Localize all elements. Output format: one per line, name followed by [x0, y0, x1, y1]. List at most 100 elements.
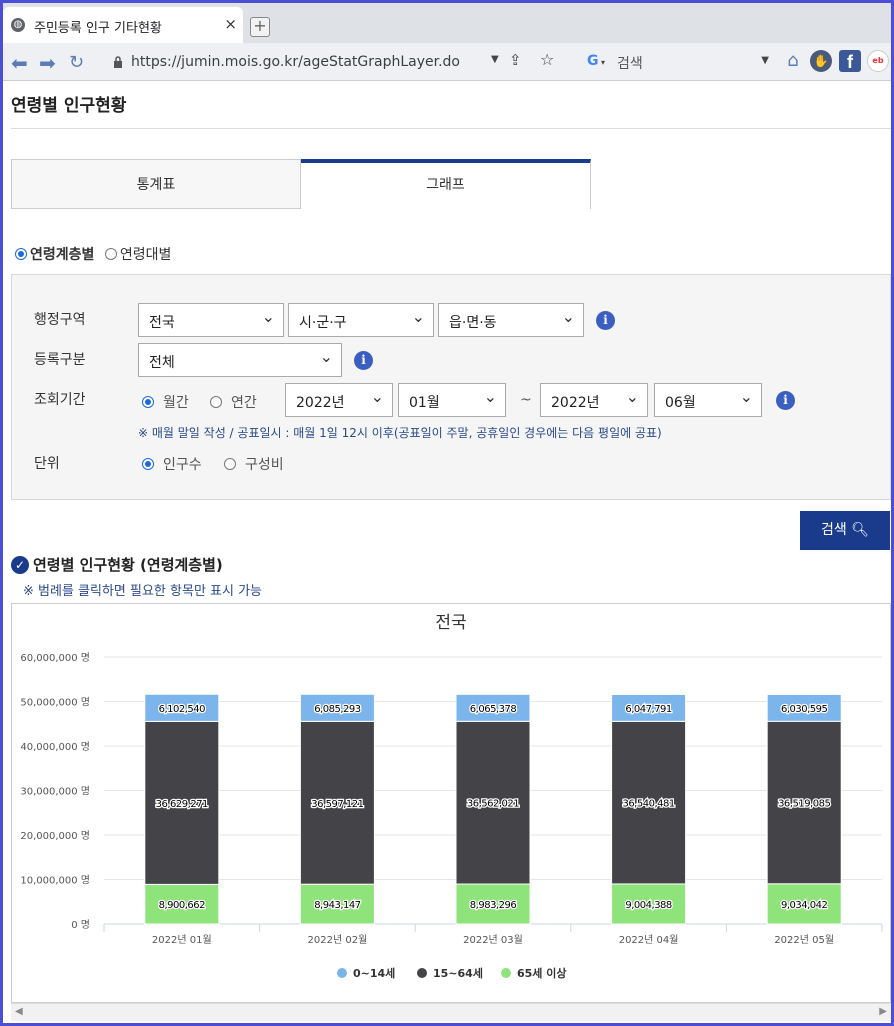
- region-sigungu-select[interactable]: 시·군·구: [288, 303, 434, 337]
- bar-segment: [144, 693, 220, 722]
- bookmark-star-icon[interactable]: ☆: [540, 50, 555, 69]
- x-tick-label: 2022년 04월: [619, 934, 679, 946]
- engine-dropdown-icon[interactable]: ▾: [601, 58, 606, 67]
- info-icon[interactable]: i: [776, 391, 795, 410]
- unit-ratio-option[interactable]: 구성비: [224, 454, 284, 474]
- data-label: 6,102,540: [159, 704, 206, 715]
- browser-window: ◍ 주민등록 인구 기타현황 × + ⬅ ➡ ↻ https://jumin.m…: [3, 3, 891, 1023]
- scroll-left-icon[interactable]: ◀: [15, 1006, 23, 1017]
- tab-close-icon[interactable]: ×: [224, 15, 237, 33]
- y-tick-label: 0 명: [71, 919, 90, 931]
- bar-segment: [611, 883, 687, 925]
- chart-container: 전국 0 명 10,000,000 명 20,000,000 명 30,000,000 …: [11, 603, 891, 1003]
- legend-item[interactable]: 15~64세: [433, 966, 483, 980]
- lock-icon: [114, 56, 122, 68]
- tab-title: 주민등록 인구 기타현황: [34, 21, 162, 36]
- data-label: 6,030,595: [781, 704, 828, 715]
- reload-icon[interactable]: ↻: [69, 52, 85, 73]
- data-label: 9,034,042: [781, 900, 828, 911]
- check-circle-icon: ✓: [11, 556, 29, 574]
- y-tick-label: 40,000,000 명: [20, 741, 90, 753]
- search-button[interactable]: 검색 🔍︎: [800, 511, 890, 550]
- info-icon[interactable]: i: [596, 311, 615, 330]
- bar-segment: [455, 883, 531, 925]
- home-icon[interactable]: ⌂: [787, 50, 799, 71]
- bar-segment: [299, 693, 375, 722]
- data-label: 36,519,085: [778, 799, 830, 810]
- data-label: 8,983,296: [470, 900, 517, 911]
- data-label: 8,943,147: [314, 900, 361, 911]
- radio-selected-icon: [142, 396, 154, 408]
- region-label: 행정구역: [34, 312, 86, 328]
- to-month-select[interactable]: 06월: [654, 383, 762, 417]
- filter-panel: 행정구역 전국 시·군·구 읍·면·동 i 등록구분 전체 i 조회기간 월간 …: [11, 274, 891, 500]
- forward-arrow-icon[interactable]: ➡: [39, 51, 56, 75]
- radio-selected-icon: [142, 458, 154, 470]
- search-dropdown-icon[interactable]: ▼: [761, 55, 769, 66]
- mode-age-band-option[interactable]: 연령대별: [104, 247, 171, 263]
- region-sido-select[interactable]: 전국: [138, 303, 284, 337]
- x-tick-label: 2022년 01월: [152, 934, 212, 946]
- info-icon[interactable]: i: [354, 351, 373, 370]
- title-divider: [11, 128, 891, 129]
- url-field[interactable]: https://jumin.mois.go.kr/ageStatGraphLay…: [131, 54, 460, 70]
- bar-segment: [144, 883, 220, 925]
- bar-segment: [611, 693, 687, 722]
- x-tick-label: 2022년 05월: [774, 934, 834, 946]
- registration-type-label: 등록구분: [34, 352, 86, 368]
- radio-empty-icon: [104, 248, 117, 260]
- bar-segment: [299, 720, 375, 885]
- unit-population-option[interactable]: 인구수: [142, 454, 202, 474]
- legend-marker: [337, 968, 347, 978]
- period-note: ※ 매월 말일 작성 / 공표일시 : 매월 1일 12시 이후(공표일이 주말…: [138, 426, 662, 440]
- bar-segment: [299, 883, 375, 925]
- chart-title: 전국: [435, 613, 466, 633]
- browser-tab[interactable]: ◍ 주민등록 인구 기타현황 ×: [3, 7, 243, 43]
- ebay-icon[interactable]: eb: [867, 50, 889, 72]
- y-tick-label: 50,000,000 명: [20, 697, 90, 709]
- scroll-right-icon[interactable]: ▶: [879, 1006, 887, 1017]
- tab-table[interactable]: 통계표: [11, 159, 301, 209]
- url-dropdown-icon[interactable]: ▼: [491, 54, 499, 65]
- address-bar: ⬅ ➡ ↻ https://jumin.mois.go.kr/ageStatGr…: [3, 43, 891, 81]
- radio-empty-icon: [224, 458, 236, 470]
- y-tick-label: 60,000,000 명: [20, 652, 90, 664]
- period-tilde: ~: [520, 392, 532, 408]
- to-year-select[interactable]: 2022년: [540, 383, 648, 417]
- data-label: 8,900,662: [159, 900, 206, 911]
- mode-age-group-option[interactable]: 연령계층별: [15, 247, 94, 263]
- mode-radio-group: 연령계층별 연령대별: [15, 244, 171, 264]
- hand-extension-icon[interactable]: ✋: [810, 50, 832, 72]
- search-placeholder: 검색: [617, 56, 643, 72]
- data-label: 36,597,121: [311, 799, 363, 810]
- from-year-select[interactable]: 2022년: [285, 383, 393, 417]
- period-label: 조회기간: [34, 392, 86, 408]
- section-title: ✓ 연령별 인구현황 (연령계층별): [11, 554, 223, 575]
- y-tick-label: 20,000,000 명: [20, 830, 90, 842]
- horizontal-scrollbar[interactable]: ◀ ▶: [11, 1003, 891, 1021]
- data-label: 36,562,021: [467, 799, 519, 810]
- new-tab-button[interactable]: +: [250, 17, 270, 37]
- region-eupmyeondong-select[interactable]: 읍·면·동: [438, 303, 584, 337]
- search-bar[interactable]: G ▾ 검색 ▼: [577, 49, 773, 75]
- stacked-bar-chart: 전국 0 명 10,000,000 명 20,000,000 명 30,000,000 …: [20, 613, 883, 980]
- bar-segment: [144, 720, 220, 885]
- unit-label: 단위: [34, 456, 60, 472]
- bar-segment: [766, 720, 842, 885]
- share-icon[interactable]: ⇪: [509, 51, 522, 69]
- legend-item[interactable]: 65세 이상: [517, 966, 567, 980]
- page-title: 연령별 인구현황: [11, 96, 127, 116]
- data-label: 36,629,271: [156, 799, 208, 810]
- period-yearly-option[interactable]: 연간: [210, 392, 257, 412]
- legend-item[interactable]: 0~14세: [353, 966, 395, 980]
- bar-segment: [455, 720, 531, 885]
- facebook-icon[interactable]: f: [839, 50, 861, 72]
- y-tick-label: 10,000,000 명: [20, 875, 90, 887]
- period-monthly-option[interactable]: 월간: [142, 392, 189, 412]
- tab-graph[interactable]: 그래프: [301, 159, 591, 209]
- back-arrow-icon[interactable]: ⬅: [11, 51, 28, 75]
- registration-type-select[interactable]: 전체: [138, 343, 342, 377]
- from-month-select[interactable]: 01월: [398, 383, 506, 417]
- legend-hint: ※ 범례를 클릭하면 필요한 항목만 표시 가능: [23, 584, 263, 599]
- tab-strip: ◍ 주민등록 인구 기타현황 × +: [3, 3, 891, 43]
